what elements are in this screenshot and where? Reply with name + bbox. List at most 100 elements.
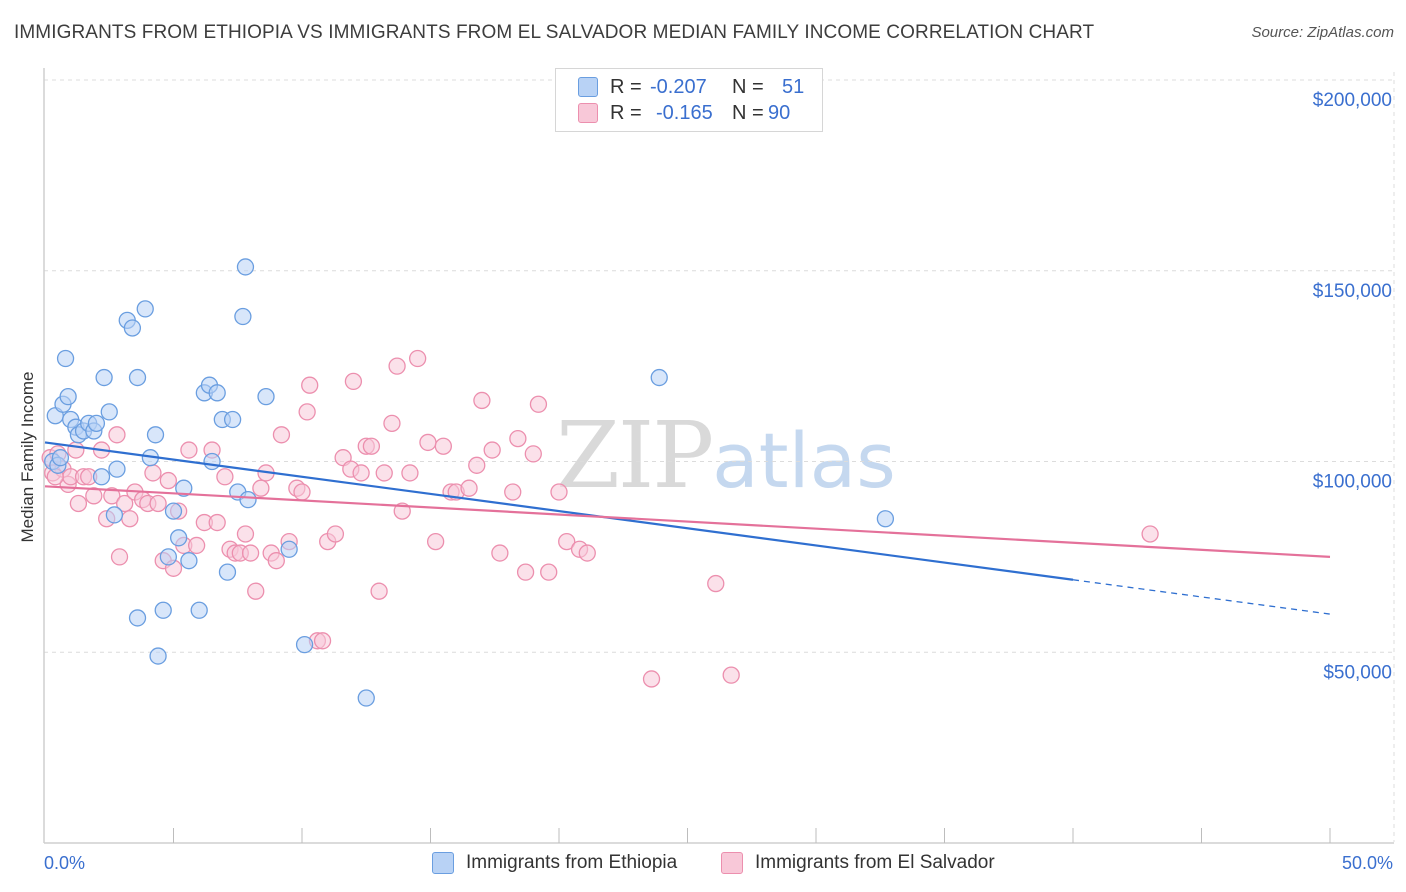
elsalvador-point — [247, 582, 265, 600]
elsalvador-point — [550, 483, 568, 501]
ethiopia-point — [108, 460, 126, 478]
watermark-atlas: atlas — [712, 416, 896, 505]
elsalvador-point — [419, 433, 437, 452]
ethiopia-point — [149, 647, 167, 665]
ethiopia-point — [223, 410, 242, 429]
elsalvador-point — [67, 441, 85, 459]
x-tick-label-left: 0.0% — [44, 853, 85, 873]
label-layer: $50,000 $100,000 $150,000 $200,000 0.0% 50.0%… — [18, 90, 1393, 873]
ethiopia-point — [175, 479, 193, 497]
elsalvador-point — [121, 510, 139, 528]
y-axis-label: Median Family Income — [18, 371, 37, 542]
elsalvador-point — [159, 471, 178, 490]
elsalvador-point — [516, 563, 535, 581]
x-tick-label-right: 50.0% — [1342, 853, 1393, 873]
elsalvador-point — [468, 456, 486, 474]
elsalvador-point — [524, 445, 542, 463]
legend-r-value: -0.165 — [656, 101, 713, 124]
elsalvador-point — [69, 494, 88, 513]
source-label: Source: ZipAtlas.com — [1251, 24, 1394, 41]
ethiopia-point — [128, 609, 147, 627]
elsalvador-point — [460, 479, 478, 497]
series-label-ethiopia: Immigrants from Ethiopia — [466, 852, 678, 873]
trend-layer — [44, 441, 1331, 615]
elsalvador-point — [483, 441, 501, 459]
elsalvador-point — [187, 536, 206, 555]
elsalvador-point — [313, 632, 332, 650]
legend-n-label: N = — [732, 101, 764, 124]
series-label-elsalvador: Immigrants from El Salvador — [755, 852, 995, 873]
ethiopia-point — [169, 529, 188, 547]
elsalvador-point — [267, 552, 285, 570]
legend-n-value: 51 — [782, 75, 805, 98]
y-tick-label: $50,000 — [1323, 662, 1392, 683]
ethiopia-point — [203, 452, 221, 471]
watermark-zip: ZIP — [556, 402, 714, 509]
series-legend-ethiopia[interactable]: Immigrants from Ethiopia — [432, 852, 677, 874]
ethiopia-point — [239, 490, 257, 509]
elsalvador-point — [642, 670, 661, 688]
elsalvador-point — [208, 513, 226, 532]
elsalvador-point — [216, 468, 234, 486]
elsalvador-point — [272, 426, 291, 444]
elsalvador-point — [352, 464, 370, 482]
points-layer — [41, 258, 1159, 707]
ethiopia-point — [92, 468, 111, 486]
series-swatch-elsalvador — [721, 852, 743, 874]
chart-title: IMMIGRANTS FROM ETHIOPIA VS IMMIGRANTS F… — [14, 22, 1095, 43]
elsalvador-point — [85, 487, 103, 505]
legend-row-elsalvador: R = -0.165 N = 90 — [578, 101, 790, 125]
elsalvador-point — [149, 494, 167, 513]
ethiopia-point — [136, 300, 154, 318]
trend-line-ethiopia-extension — [1072, 579, 1331, 615]
ethiopia-point — [650, 368, 668, 387]
ethiopia-point — [56, 349, 75, 368]
elsalvador-point — [103, 487, 121, 505]
elsalvador-point — [707, 574, 725, 593]
ethiopia-point — [876, 510, 895, 528]
ethiopia-point — [218, 563, 237, 581]
legend-n-label: N = — [732, 75, 764, 98]
series-swatch-ethiopia — [432, 852, 454, 874]
elsalvador-point — [1141, 525, 1159, 543]
elsalvador-point — [252, 479, 270, 497]
elsalvador-point — [426, 532, 445, 551]
trend-line-elsalvador — [44, 485, 1331, 558]
elsalvador-point — [344, 372, 363, 391]
ethiopia-point — [105, 506, 124, 524]
ethiopia-point — [87, 414, 106, 433]
elsalvador-point — [558, 532, 576, 551]
elsalvador-point — [293, 483, 311, 501]
legend-n-value: 90 — [768, 101, 791, 124]
elsalvador-point — [241, 544, 260, 562]
series-legend: Immigrants from Ethiopia Immigrants from… — [0, 852, 1406, 878]
elsalvador-point — [434, 437, 453, 455]
series-legend-elsalvador[interactable]: Immigrants from El Salvador — [721, 852, 995, 874]
trend-line-ethiopia — [44, 441, 1074, 581]
legend-swatch-elsalvador — [578, 103, 598, 123]
legend-swatch-ethiopia — [578, 77, 598, 97]
watermark: ZIPatlas — [556, 402, 896, 509]
grid-layer — [44, 72, 1395, 842]
ethiopia-point — [159, 548, 178, 566]
elsalvador-point — [504, 483, 522, 501]
elsalvador-point — [236, 525, 255, 543]
elsalvador-point — [110, 548, 129, 566]
ethiopia-point — [357, 689, 375, 707]
ethiopia-point — [257, 387, 275, 406]
ethiopia-point — [208, 384, 226, 402]
ethiopia-point — [128, 368, 147, 387]
legend-row-ethiopia: R = -0.207 N = 51 — [578, 75, 804, 99]
ethiopia-point — [123, 319, 142, 337]
legend-r-label: R = — [610, 75, 642, 98]
elsalvador-point — [722, 666, 740, 684]
elsalvador-point — [370, 582, 388, 600]
ethiopia-point — [234, 307, 252, 326]
elsalvador-point — [180, 441, 198, 459]
elsalvador-point — [116, 494, 134, 513]
ethiopia-point — [154, 601, 172, 619]
ethiopia-point — [236, 258, 255, 276]
elsalvador-point — [375, 464, 393, 482]
elsalvador-point — [388, 357, 406, 375]
elsalvador-point — [108, 426, 126, 444]
